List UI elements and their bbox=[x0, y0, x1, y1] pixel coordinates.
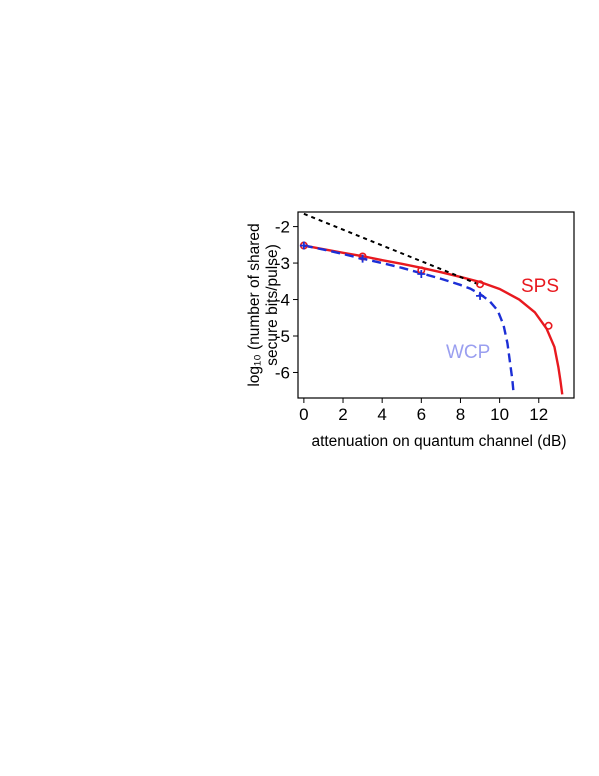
x-tick-label: 4 bbox=[377, 405, 386, 424]
wcp-series-line bbox=[303, 244, 515, 395]
y-tick-label: -5 bbox=[275, 327, 290, 346]
plot-frame bbox=[297, 211, 575, 399]
x-tick-label: 10 bbox=[490, 405, 509, 424]
x-tick-label: 0 bbox=[299, 405, 308, 424]
wcp-data-point bbox=[299, 241, 308, 250]
x-tick-label: 6 bbox=[417, 405, 426, 424]
sps-data-point bbox=[476, 280, 485, 289]
x-tick-label: 12 bbox=[529, 405, 548, 424]
sps-series-line bbox=[303, 244, 564, 395]
y-tick-label: -3 bbox=[275, 254, 290, 273]
x-axis-label: attenuation on quantum channel (dB) bbox=[311, 433, 566, 450]
y-axis-label-line2: secure bits/pulse) bbox=[264, 244, 281, 365]
wcp-data-point bbox=[358, 254, 367, 263]
wcp-data-point bbox=[417, 270, 426, 278]
x-tick-label: 2 bbox=[338, 405, 347, 424]
sps-data-point bbox=[544, 321, 553, 330]
sps-series-label: SPS bbox=[521, 276, 559, 297]
y-tick-label: -2 bbox=[275, 218, 290, 237]
wcp-series-label: WCP bbox=[446, 342, 490, 363]
wcp-data-point bbox=[476, 291, 485, 300]
x-tick-label: 8 bbox=[456, 405, 465, 424]
y-axis-label-line1: log₁₀ (number of shared bbox=[246, 223, 263, 386]
y-tick-label: -4 bbox=[275, 291, 290, 310]
y-tick-label: -6 bbox=[275, 363, 290, 382]
